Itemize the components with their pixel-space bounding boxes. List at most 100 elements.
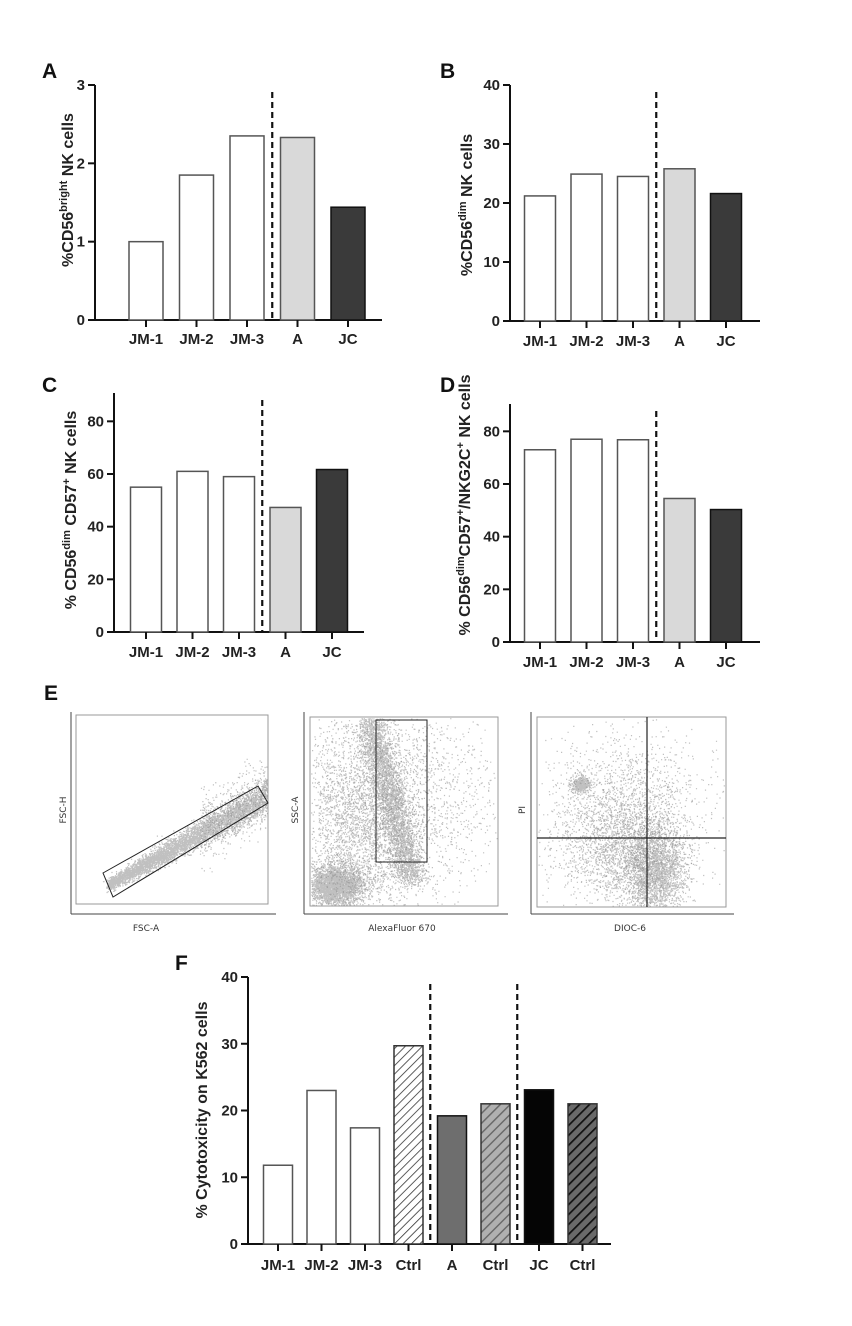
bar-jm-2: [178, 174, 215, 321]
singlet-gate: [102, 785, 269, 898]
x-tick-label: JM-1: [129, 331, 163, 348]
y-tick-label: 10: [221, 1169, 238, 1186]
x-tick-label: JM-3: [230, 331, 264, 348]
chart-panel-a: 0 1 2 3 JM-1 JM-2 JM-3 A JC %CD56bright NK cells: [58, 77, 382, 348]
plot-frame: [536, 716, 727, 908]
nk-gate: [375, 719, 428, 863]
y-tick-label: 40: [221, 969, 238, 986]
x-tick-label: JM-1: [523, 654, 557, 671]
bar-jm-2: [306, 1089, 337, 1245]
flow-ylabel: PI: [518, 806, 528, 814]
x-tick-label: JC: [529, 1257, 548, 1274]
y-tick-label: 60: [87, 466, 104, 483]
flow-plot-nk-gate: AlexaFluor 670 SSC-A SSC-A SSC-A SSC-A S…: [291, 712, 508, 934]
y-axis-label-superscript: +: [455, 442, 467, 448]
panel-label-c: C: [42, 374, 57, 397]
bar-ctrl-5: [480, 1103, 511, 1245]
x-tick-label: JM-2: [569, 654, 603, 671]
y-axis-label-part: NK cells: [457, 374, 474, 442]
y-tick-label: 10: [483, 254, 500, 271]
chart-panel-b: 0 10 20 30 40 JM-1 JM-2 JM-3 A JC %CD56dim NK cell…: [457, 77, 760, 350]
y-axis-label: % CD56dimCD57+/NKG2C+ NK cells: [455, 374, 474, 635]
x-tick-label: JM-3: [348, 1257, 382, 1274]
y-tick-label: 2: [77, 155, 85, 172]
x-tick-label: A: [292, 331, 303, 348]
x-tick-label: Ctrl: [396, 1257, 422, 1274]
y-axis-label-part: CD57: [63, 485, 80, 530]
flow-ylabel: FSC-H: [59, 796, 69, 823]
flow-ylabel-visible: SSC-A: [291, 796, 301, 824]
event-dot-cloud: [311, 718, 469, 906]
y-tick-label: 80: [87, 413, 104, 430]
plot-frame: [309, 716, 499, 907]
flow-xlabel: FSC-A: [133, 924, 160, 934]
y-axis-label-superscript: +: [61, 478, 73, 484]
y-axis-label-superscript: bright: [58, 180, 70, 211]
x-tick-label: A: [280, 644, 291, 661]
y-axis-label-part: CD57: [457, 515, 474, 556]
y-tick-label: 0: [96, 624, 104, 641]
panel-label-d: D: [440, 374, 455, 397]
bar-a: [663, 497, 696, 643]
y-tick-label: 30: [483, 136, 500, 153]
x-tick-label: JM-3: [222, 644, 256, 661]
x-tick-label: JM-1: [523, 333, 557, 350]
event-dot-cloud: [351, 718, 435, 890]
bar-jm-3: [616, 175, 650, 322]
y-axis-label-part: % CD56: [63, 550, 80, 610]
chart-panel-c: 0 20 40 60 80 JM-1 JM-2 JM-3 A JC % CD56dim CD57+ …: [61, 393, 364, 661]
bar-jm-1: [262, 1164, 294, 1245]
y-axis-label: %CD56dim NK cells: [457, 134, 476, 276]
x-tick-label: JC: [716, 333, 735, 350]
y-axis-label: % Cytotoxicity on K562 cells: [194, 1001, 211, 1218]
event-dots: [311, 718, 498, 907]
x-tick-label: JM-2: [175, 644, 209, 661]
event-dot-cloud: [102, 772, 269, 894]
y-tick-label: 40: [87, 519, 104, 536]
y-axis-label-part: % CD56: [457, 576, 474, 636]
flow-plot-singlet-gate: FSC-A FSC-H: [59, 712, 276, 934]
panel-label-a: A: [42, 60, 57, 83]
bar-jm-1: [523, 449, 557, 643]
x-tick-label: JM-3: [616, 654, 650, 671]
event-dots: [102, 758, 269, 894]
x-tick-label: A: [674, 654, 685, 671]
y-tick-label: 20: [87, 571, 104, 588]
bar-ctrl-3: [393, 1045, 424, 1245]
y-tick-label: 0: [492, 313, 500, 330]
event-dots: [538, 718, 725, 907]
x-tick-label: JC: [322, 644, 341, 661]
bar-jm-3: [616, 439, 650, 643]
bar-jm-1: [128, 240, 164, 321]
plot-frame: [75, 714, 269, 905]
flow-cytometry-panel-e: FSC-A FSC-H AlexaFluor 670 SSC-A SSC-A S…: [59, 712, 734, 934]
y-axis-label-part: NK cells: [63, 411, 80, 479]
flow-xlabel: DIOC-6: [614, 924, 646, 934]
bar-jm-1: [129, 486, 163, 633]
bar-ctrl-7: [567, 1103, 598, 1245]
panel-label-e: E: [44, 682, 58, 705]
bar-jm-2: [570, 438, 603, 643]
bar-jm-3: [349, 1127, 381, 1245]
x-tick-label: JC: [716, 654, 735, 671]
y-axis-label-superscript: dim: [455, 556, 467, 576]
y-axis-label-part: %CD56: [459, 221, 476, 276]
y-tick-label: 0: [77, 312, 85, 329]
bar-jm-2: [176, 470, 209, 633]
y-tick-label: 0: [492, 634, 500, 651]
bar-a: [269, 506, 302, 633]
flow-plot-viability-quadrant: DIOC-6 PI: [518, 712, 734, 934]
x-tick-label: JM-2: [569, 333, 603, 350]
bar-jc: [709, 508, 743, 643]
x-tick-label: JC: [338, 331, 357, 348]
bar-jc: [330, 206, 366, 321]
bar-a: [663, 168, 696, 322]
y-tick-label: 20: [483, 581, 500, 598]
y-axis-label-superscript: dim: [457, 201, 469, 221]
y-tick-label: 20: [221, 1103, 238, 1120]
bar-jc: [315, 468, 349, 633]
y-tick-label: 60: [483, 476, 500, 493]
y-axis-label-part: NK cells: [459, 134, 476, 202]
x-tick-label: JM-2: [304, 1257, 338, 1274]
